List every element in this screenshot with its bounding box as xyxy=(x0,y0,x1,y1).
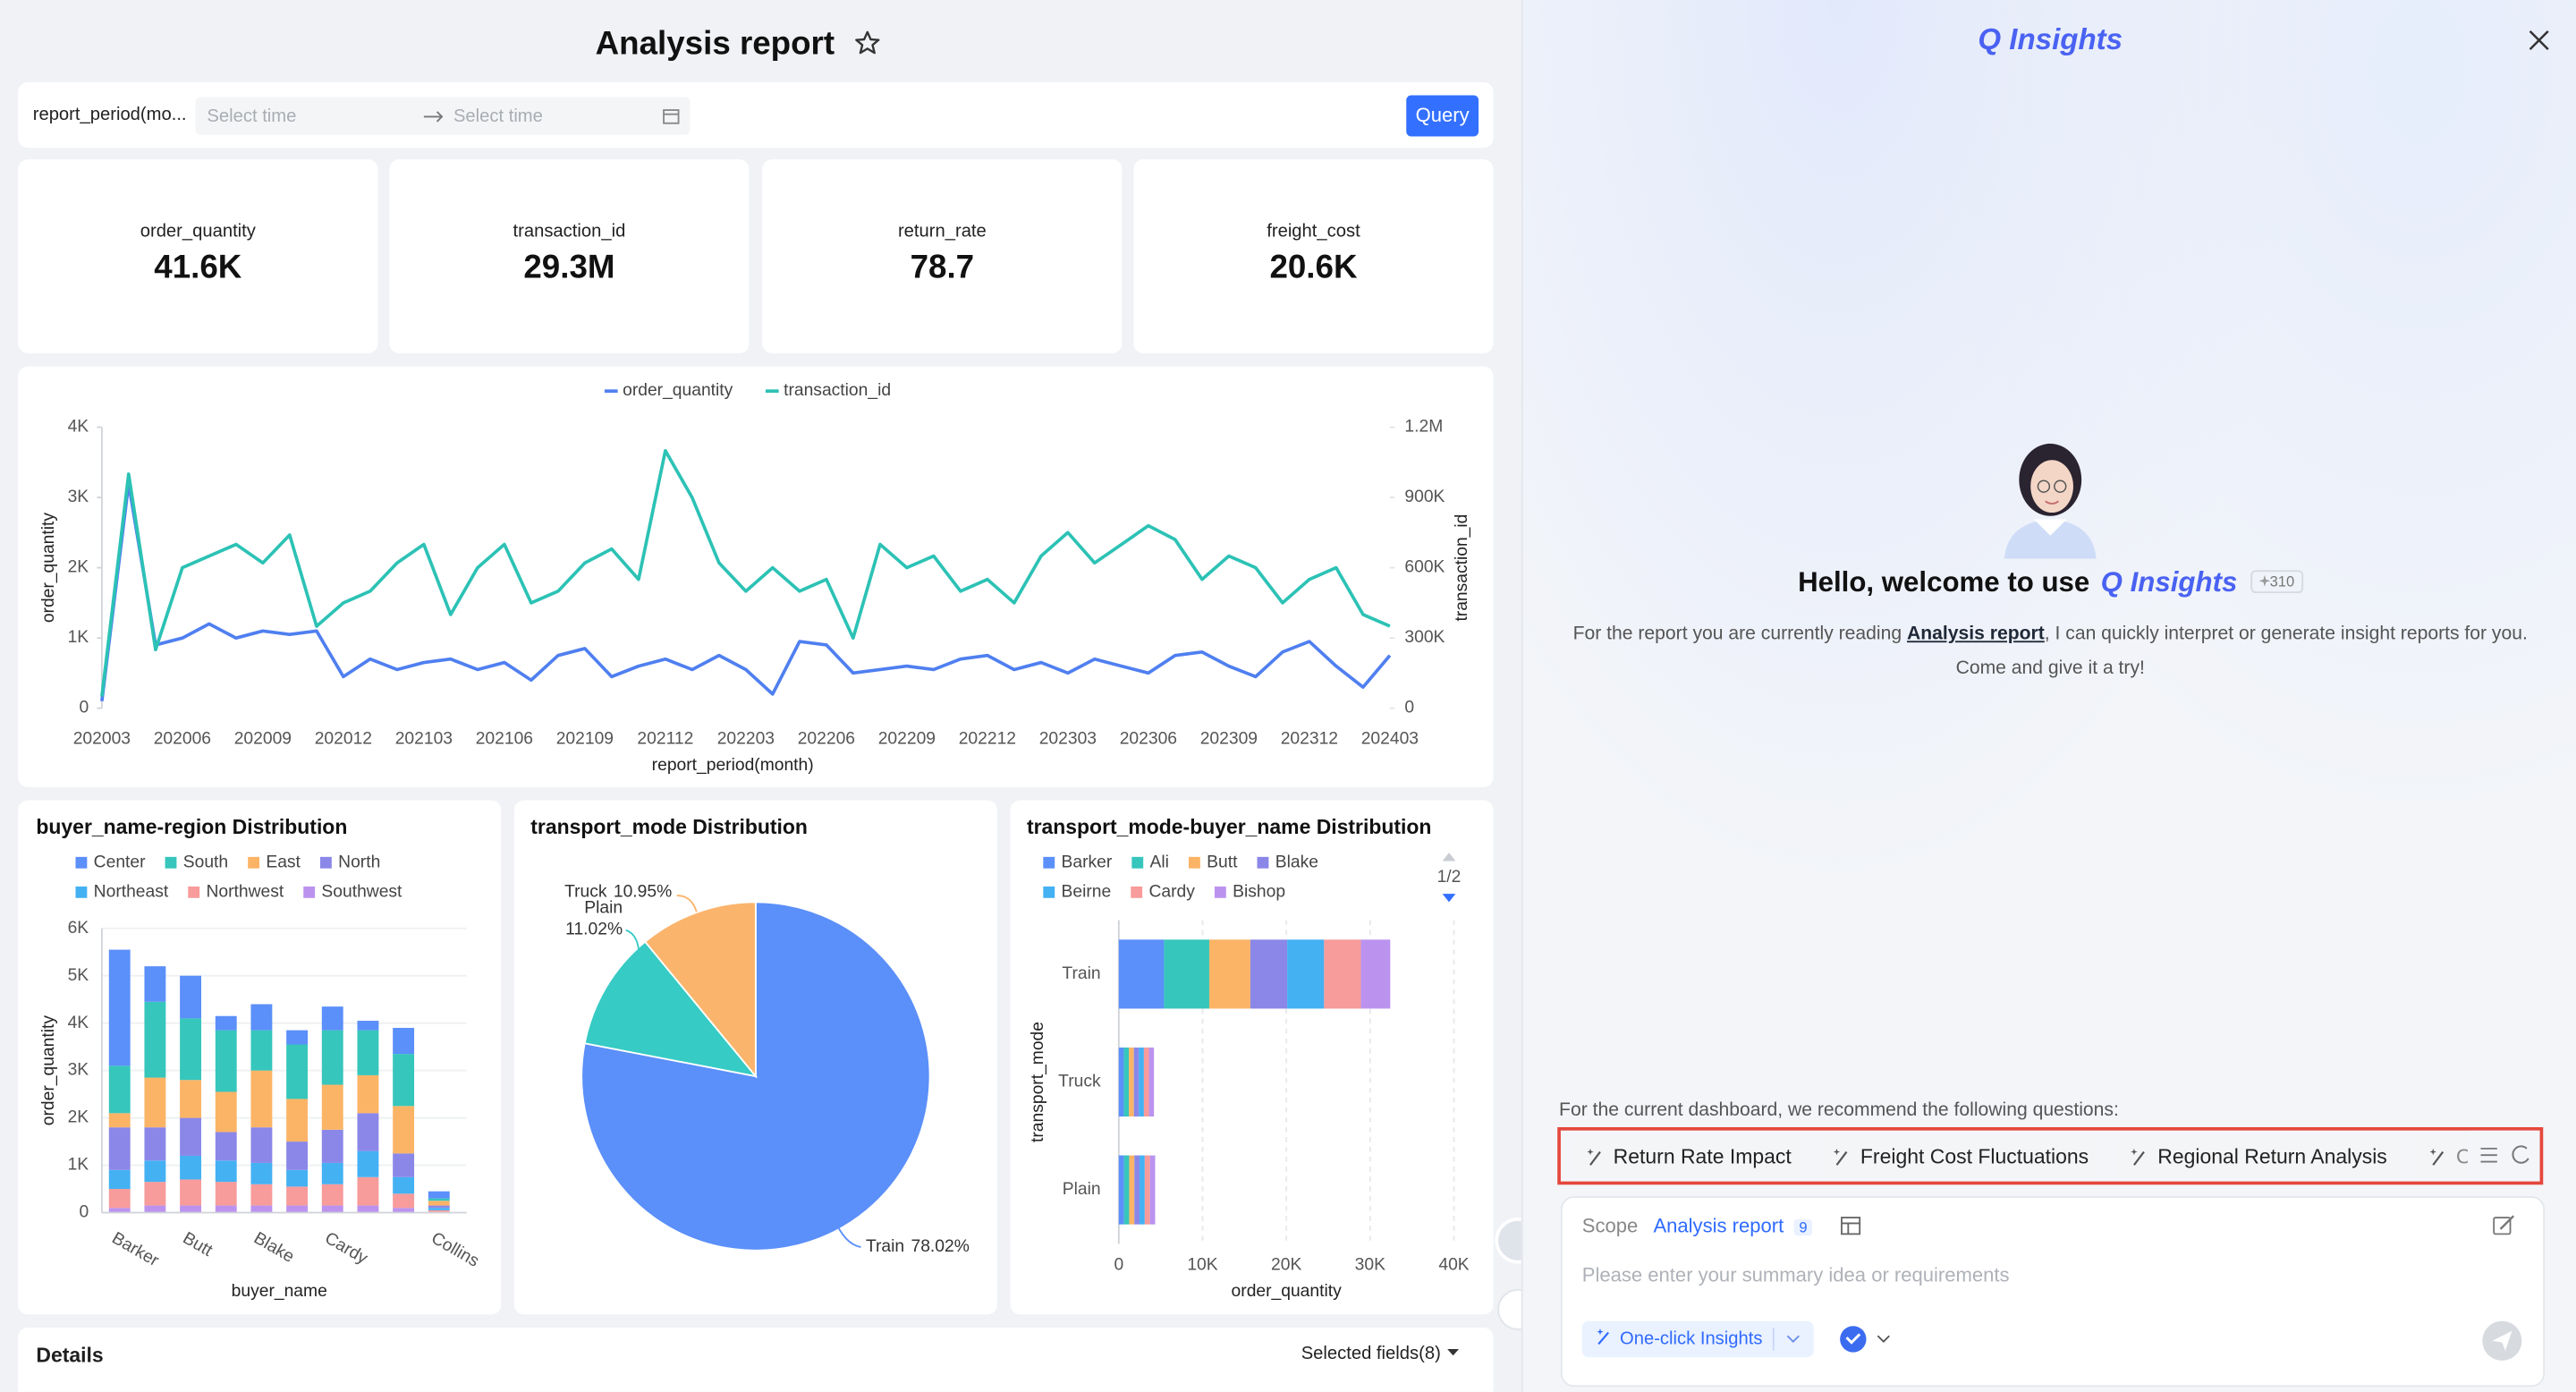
date-range[interactable]: Select time Select time xyxy=(195,97,691,135)
page-title-row: Analysis report xyxy=(0,26,1475,64)
badge: 310 xyxy=(2250,570,2303,594)
kpi-value: 41.6K xyxy=(154,250,242,286)
star-icon[interactable] xyxy=(853,30,879,55)
kpi-label: return_rate xyxy=(897,221,987,242)
range-arrow xyxy=(423,111,444,123)
filter-field: report_period(mo... xyxy=(32,105,187,125)
scope-count: 9 xyxy=(1793,1218,1813,1236)
intro-link[interactable]: Analysis report xyxy=(1906,624,2045,645)
question-row: Return Rate Impact Freight Cost Fluctuati… xyxy=(1572,1135,2519,1178)
kpi-card: transaction_id 29.3M xyxy=(389,159,750,353)
kpi-card: freight_cost 20.6K xyxy=(1133,159,1494,353)
edit-icon[interactable] xyxy=(2492,1214,2515,1237)
line-chart-card xyxy=(18,366,1494,787)
avatar xyxy=(2004,443,2097,559)
kpi-label: transaction_id xyxy=(513,221,626,242)
selected-fields[interactable]: Selected fields(8) xyxy=(1301,1344,1461,1363)
calendar-icon xyxy=(663,109,680,124)
intro-before: For the report you are currently reading xyxy=(1572,624,1902,645)
brand: Q Insights xyxy=(1978,22,2123,56)
magic-icon xyxy=(2429,1148,2445,1166)
page-title: Analysis report xyxy=(595,26,835,63)
start-placeholder: Select time xyxy=(207,106,297,127)
input-placeholder: Please enter your summary idea or requir… xyxy=(1581,1263,2010,1287)
recommend-text: For the current dashboard, we recommend … xyxy=(1559,1100,2119,1121)
close-button[interactable] xyxy=(2529,30,2550,51)
input-box[interactable]: Scope Analysis report 9 Please enter you… xyxy=(1560,1196,2546,1388)
bar-chart-card xyxy=(18,800,502,1315)
greeting-text: Hello, welcome to use xyxy=(1798,566,2090,598)
magic-icon xyxy=(1597,1328,1610,1345)
magic-icon xyxy=(2131,1148,2146,1166)
kpi-label: order_quantity xyxy=(140,221,256,242)
kpi-value: 78.7 xyxy=(910,250,975,286)
action-dropdown[interactable] xyxy=(1772,1321,1814,1357)
greeting-brand: Q Insights xyxy=(2100,566,2238,598)
magic-icon xyxy=(1834,1148,1849,1166)
table-icon[interactable] xyxy=(1841,1216,1862,1235)
selected-fields-label: Selected fields(8) xyxy=(1301,1344,1441,1364)
side-tools xyxy=(1495,1218,1521,1330)
scope-row: Scope Analysis report 9 xyxy=(1582,1214,1862,1237)
action-label: One-click Insights xyxy=(1620,1328,1763,1349)
question-tools[interactable] xyxy=(2467,1130,2540,1182)
pie-chart-card xyxy=(513,800,997,1315)
question-text: Return Rate Impact xyxy=(1613,1145,1792,1168)
action-chip[interactable]: One-click Insights xyxy=(1581,1320,1814,1358)
scope-value[interactable]: Analysis report xyxy=(1653,1214,1784,1238)
kpi-card: return_rate 78.7 xyxy=(762,159,1123,353)
question-chip[interactable]: Return Rate Impact xyxy=(1572,1135,1805,1178)
details-card: Details Selected fields(8) xyxy=(18,1328,1494,1392)
dropdown-caret xyxy=(1447,1348,1460,1356)
kpi-label: freight_cost xyxy=(1267,221,1360,242)
dashboard: Analysis report report_period(mo... Sele… xyxy=(0,26,1521,1392)
scope-label: Scope xyxy=(1581,1214,1639,1238)
details-title: Details xyxy=(36,1344,104,1368)
model-picker[interactable] xyxy=(1836,1323,1895,1356)
greeting: Hello, welcome to use Q Insights 310 xyxy=(1523,567,2576,600)
question-chip[interactable]: Freight Cost Fluctuations xyxy=(1818,1135,2102,1178)
intro-line2: Come and give it a try! xyxy=(1955,658,2145,679)
send-button[interactable] xyxy=(2480,1320,2523,1362)
kpi-value: 29.3M xyxy=(523,250,615,286)
end-placeholder: Select time xyxy=(453,106,543,127)
hbar-chart-card xyxy=(1010,800,1494,1315)
question-text: Regional Return Analysis xyxy=(2157,1145,2387,1168)
query-button[interactable]: Query xyxy=(1406,95,1479,137)
intro-after: , I can quickly interpret or generate in… xyxy=(2044,624,2528,645)
assistant-panel: Q Insights Hello, welcome to use Q Insig… xyxy=(1521,0,2576,1392)
question-chip[interactable]: Regional Return Analysis xyxy=(2116,1135,2401,1178)
intro: For the report you are currently reading… xyxy=(1523,624,2576,644)
question-text: Freight Cost Fluctuations xyxy=(1860,1145,2089,1168)
filter-bar: report_period(mo... Select time Select t… xyxy=(18,81,1494,149)
kpi-card: order_quantity 41.6K xyxy=(18,159,378,353)
kpi-value: 20.6K xyxy=(1269,250,1358,286)
magic-icon xyxy=(1587,1148,1601,1166)
question-list: Return Rate Impact Freight Cost Fluctuati… xyxy=(1557,1127,2544,1185)
badge-count: 310 xyxy=(2269,573,2295,590)
badge-icon xyxy=(2258,574,2270,587)
